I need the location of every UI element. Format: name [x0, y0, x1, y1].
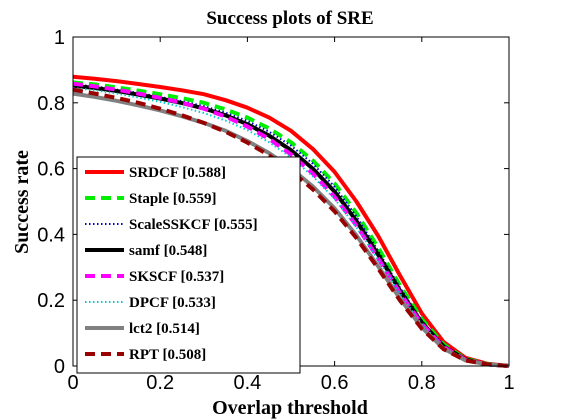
x-tick-label: 0.6 — [321, 372, 349, 394]
legend-label-7: lct2 [0.514] — [129, 321, 200, 337]
x-tick-label: 0 — [67, 372, 78, 394]
legend-label-2: Staple [0.559] — [129, 191, 217, 207]
series-lines — [72, 74, 510, 368]
y-tick-label: 0 — [54, 356, 65, 378]
y-axis-label: Success rate — [11, 150, 33, 254]
legend-label-5: SKSCF [0.537] — [129, 269, 224, 285]
y-tick-label: 1 — [54, 27, 65, 49]
y-tick-label: 0.2 — [37, 290, 65, 312]
chart-title: Success plots of SRE — [206, 8, 373, 29]
legend-label-8: RPT [0.508] — [129, 347, 206, 363]
legend-label-3: ScaleSSKCF [0.555] — [129, 217, 258, 233]
legend-label-1: SRDCF [0.588] — [129, 165, 226, 181]
x-tick-label: 0.8 — [408, 372, 436, 394]
x-tick-label: 0.4 — [233, 372, 261, 394]
y-tick-label: 0.4 — [37, 224, 65, 246]
legend-label-6: DPCF [0.533] — [129, 295, 216, 311]
legend-label-4: samf [0.548] — [129, 243, 207, 259]
series-line-1 — [72, 74, 510, 368]
y-tick-label: 0.8 — [37, 93, 65, 115]
legend: SRDCF [0.588] Staple [0.559] ScaleSSKCF [0… — [76, 156, 301, 374]
legend-box — [76, 156, 301, 374]
x-tick-label: 1 — [503, 372, 514, 394]
x-axis-label: Overlap threshold — [212, 397, 368, 419]
y-tick-label: 0.6 — [37, 159, 65, 181]
x-tick-label: 0.2 — [146, 372, 174, 394]
